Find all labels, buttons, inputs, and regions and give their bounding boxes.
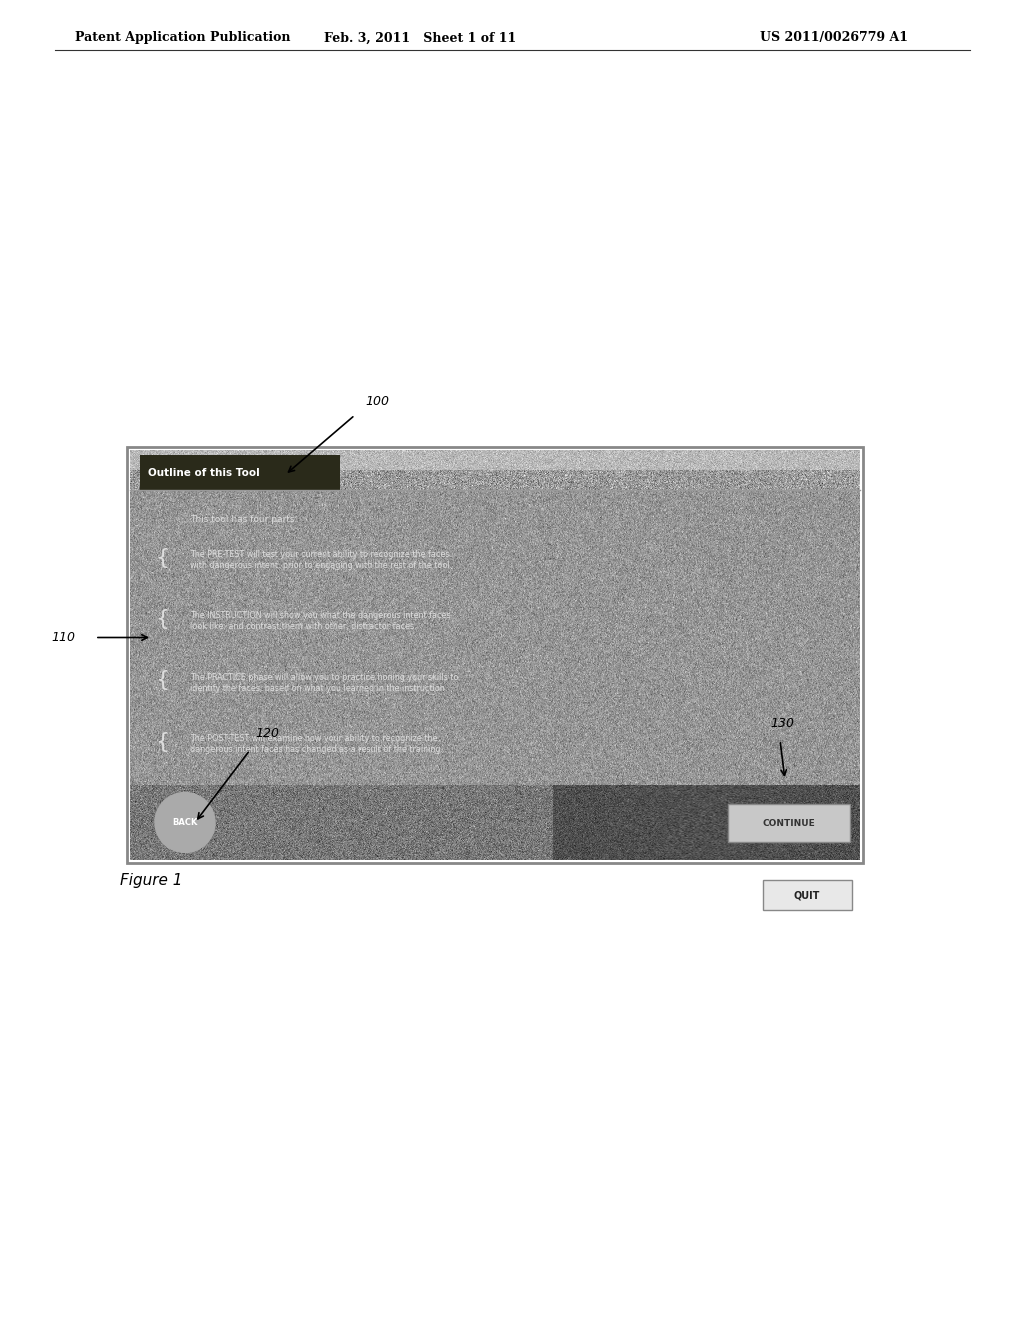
Circle shape <box>155 792 215 853</box>
Text: Feb. 3, 2011   Sheet 1 of 11: Feb. 3, 2011 Sheet 1 of 11 <box>324 32 516 45</box>
Text: This tool has four parts:: This tool has four parts: <box>190 515 297 524</box>
Text: US 2011/0026779 A1: US 2011/0026779 A1 <box>760 32 908 45</box>
FancyBboxPatch shape <box>763 880 852 909</box>
Text: 130: 130 <box>770 717 794 730</box>
Text: 120: 120 <box>255 727 279 741</box>
Text: 110: 110 <box>51 631 75 644</box>
Text: CONTINUE: CONTINUE <box>763 818 815 828</box>
Text: Outline of this Tool: Outline of this Tool <box>148 467 260 478</box>
Text: 100: 100 <box>365 395 389 408</box>
Bar <box>140 455 340 490</box>
Text: The POST-TEST will examine how your ability to recognize the
dangerous intent fa: The POST-TEST will examine how your abil… <box>190 734 443 754</box>
Text: {: { <box>155 548 169 568</box>
FancyBboxPatch shape <box>728 804 850 842</box>
Text: QUIT: QUIT <box>794 890 820 900</box>
Text: The PRE-TEST will test your current ability to recognize the faces
with dangerou: The PRE-TEST will test your current abil… <box>190 550 453 570</box>
Text: The INSTRUCTION will show you what the dangerous intent faces
look like, and con: The INSTRUCTION will show you what the d… <box>190 611 451 631</box>
Text: {: { <box>155 671 169 690</box>
Text: Figure 1: Figure 1 <box>120 873 182 887</box>
Text: The PRACTICE phase will allow you to practice honing your skills to
identify the: The PRACTICE phase will allow you to pra… <box>190 672 459 693</box>
Text: BACK: BACK <box>172 818 198 828</box>
Bar <box>127 447 863 863</box>
Text: {: { <box>155 610 169 630</box>
Text: Patent Application Publication: Patent Application Publication <box>75 32 291 45</box>
Text: {: { <box>155 731 169 752</box>
